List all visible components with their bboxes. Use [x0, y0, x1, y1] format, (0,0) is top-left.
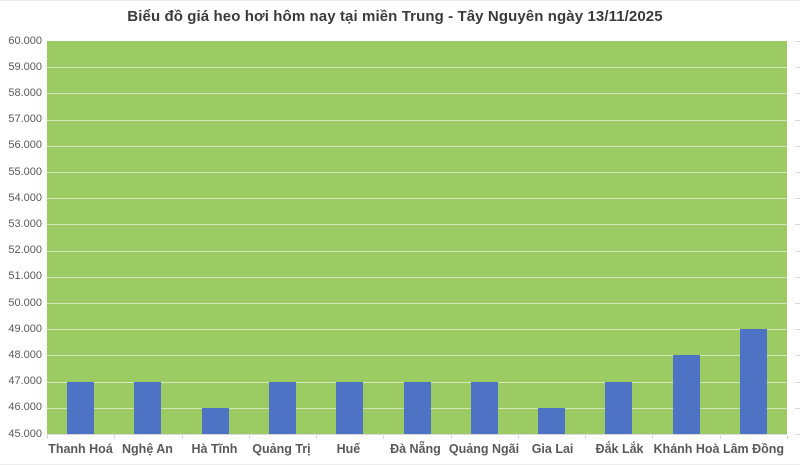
x-axis-tick	[787, 435, 788, 439]
gridline	[47, 93, 787, 95]
y-tick-label: 57.000	[8, 113, 42, 126]
y-tick-label: 50.000	[8, 296, 42, 309]
x-tick-label: Đà Nẵng	[390, 442, 441, 456]
right-edge-tick	[795, 145, 800, 147]
x-tick-label: Lâm Đồng	[722, 442, 785, 456]
right-edge-tick	[795, 119, 800, 121]
x-tick-label: Quảng Trị	[252, 442, 311, 456]
x-tick-label: Nghệ An	[122, 442, 173, 456]
x-axis-tick	[182, 435, 183, 439]
gridline	[47, 119, 787, 121]
y-tick-label: 49.000	[8, 322, 42, 335]
x-axis-tick	[652, 435, 653, 439]
gridline	[47, 355, 787, 357]
plot-area	[47, 41, 787, 435]
bar	[403, 381, 431, 434]
gridline	[47, 303, 787, 304]
y-tick-label: 54.000	[8, 191, 42, 204]
y-tick-label: 45.000	[8, 427, 42, 440]
right-edge-tick	[795, 329, 800, 331]
y-tick-label: 55.000	[8, 165, 42, 178]
gridline	[47, 67, 787, 69]
bar	[538, 407, 566, 434]
y-tick-label: 48.000	[8, 348, 42, 361]
gridline	[47, 145, 787, 147]
y-tick-label: 58.000	[8, 86, 42, 99]
chart-title: Biểu đồ giá heo hơi hôm nay tại miền Tru…	[127, 8, 663, 25]
y-tick-label: 60.000	[8, 34, 42, 47]
y-tick-label: 46.000	[8, 401, 42, 414]
y-tick-label: 56.000	[8, 139, 42, 152]
gridline	[47, 224, 787, 226]
bar	[739, 329, 767, 434]
bar	[470, 381, 498, 434]
gridline	[47, 250, 787, 252]
right-edge-tick	[795, 355, 800, 357]
right-edge-tick	[795, 381, 800, 383]
bar	[672, 355, 700, 434]
right-edge-tick	[795, 250, 800, 252]
x-tick-label: Gia Lai	[531, 442, 574, 456]
right-edge-tick	[795, 224, 800, 226]
x-axis-labels: Thanh Hoá Nghệ An Hà Tĩnh Quảng Trị Huế Đà Nẵ…	[47, 442, 787, 456]
bar	[201, 407, 229, 434]
y-tick-label: 59.000	[8, 60, 42, 73]
y-tick-label: 47.000	[8, 375, 42, 388]
right-edge-tick	[795, 93, 800, 95]
x-axis-tick	[585, 435, 586, 439]
y-tick-label: 53.000	[8, 217, 42, 230]
right-edge-tick	[795, 407, 800, 409]
y-tick-label: 51.000	[8, 270, 42, 283]
y-tick-label: 52.000	[8, 244, 42, 257]
x-tick-label: Đắk Lắk	[595, 442, 644, 456]
right-edge-tick	[795, 41, 800, 42]
bar	[268, 381, 296, 434]
x-axis-tick	[720, 435, 721, 439]
x-axis-tick	[114, 435, 115, 439]
y-axis-labels: 45.000 46.000 47.000 48.000 49.000 50.000 51.0…	[0, 1, 42, 464]
x-tick-label: Quảng Ngãi	[448, 442, 520, 456]
bar	[605, 381, 633, 434]
x-axis-tick	[451, 435, 452, 439]
x-tick-label: Hà Tĩnh	[191, 442, 238, 456]
gridline	[47, 198, 787, 200]
x-axis-tick	[249, 435, 250, 439]
gridline	[47, 329, 787, 331]
right-edge-tick	[795, 172, 800, 173]
right-edge-tick	[795, 276, 800, 278]
gridline	[47, 276, 787, 278]
right-edge-tick	[795, 434, 800, 435]
x-axis-tick	[47, 435, 48, 439]
bar	[67, 381, 95, 434]
x-tick-label: Thanh Hoá	[48, 442, 113, 456]
x-tick-label: Khánh Hoà	[653, 442, 720, 456]
right-edge-tick	[795, 303, 800, 304]
right-edge-tick	[795, 67, 800, 69]
x-axis-tick	[316, 435, 317, 439]
bar	[336, 381, 364, 434]
x-axis-tick	[518, 435, 519, 439]
gridline	[47, 172, 787, 173]
right-edge-tick	[795, 198, 800, 200]
bar	[134, 381, 162, 434]
x-axis-tick	[383, 435, 384, 439]
x-tick-label: Huế	[336, 442, 361, 456]
